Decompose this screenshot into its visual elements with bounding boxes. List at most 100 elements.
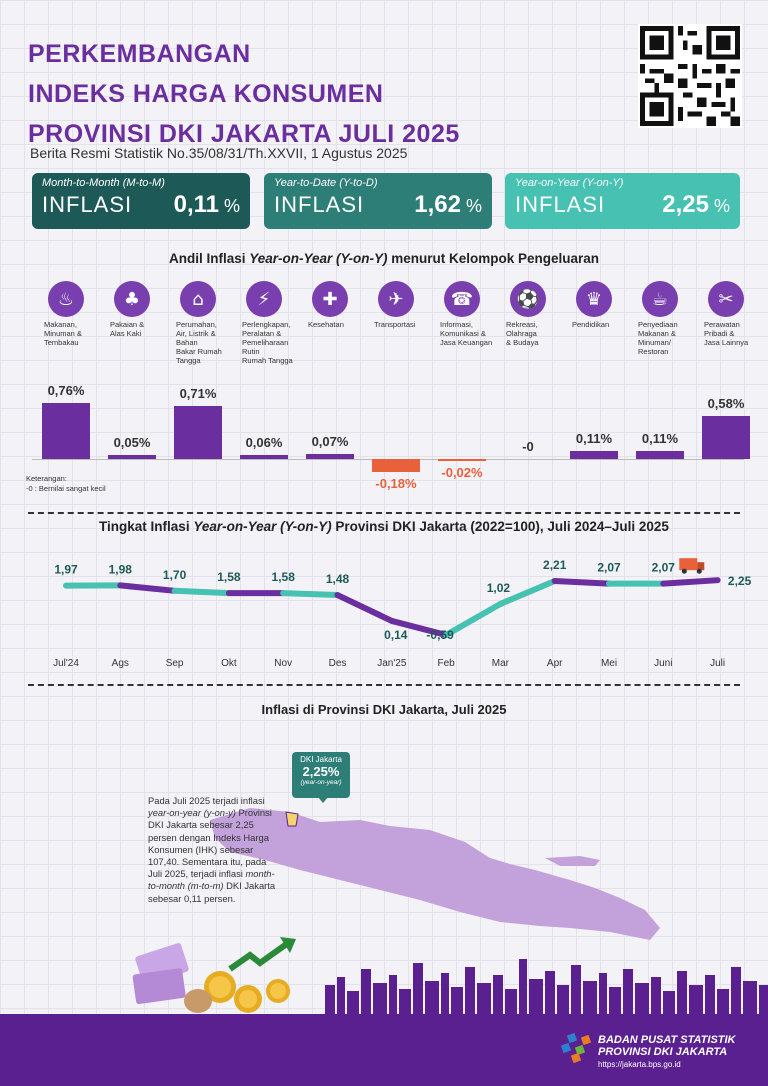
qr-code-icon <box>638 24 742 128</box>
category-label: Pendidikan <box>572 320 610 329</box>
bar-value-label: 0,06% <box>245 434 283 450</box>
line-segment <box>117 582 178 594</box>
graduation-cap-icon: ♛ <box>576 281 612 317</box>
dress-icon: ♣ <box>114 281 150 317</box>
line-value-label: 0,14 <box>384 628 408 642</box>
line-value-label: 1,70 <box>163 568 187 582</box>
bar <box>240 454 288 459</box>
line-value-label: 2,25 <box>728 574 752 588</box>
phone-icon: ☎ <box>444 281 480 317</box>
line-month-label: Nov <box>274 658 292 669</box>
page-title: PERKEMBANGAN INDEKS HARGA KONSUMEN PROVI… <box>28 34 588 154</box>
jakarta-callout: DKI Jakarta 2,25% (year-on-year) <box>292 752 350 798</box>
agency-line-1: BADAN PUSAT STATISTIK <box>598 1034 736 1046</box>
release-subtitle: Berita Resmi Statistik No.35/08/31/Th.XX… <box>30 145 408 161</box>
bar <box>306 453 354 459</box>
category-label: Pakaian & Alas Kaki <box>110 320 145 338</box>
callout-note: (year-on-year) <box>300 779 342 786</box>
andil-section-title: Andil Inflasi Year-on-Year (Y-on-Y) menu… <box>0 251 768 266</box>
category-label: Makanan, Minuman & Tembakau <box>44 320 82 347</box>
scissors-tools-icon: ✂ <box>708 281 744 317</box>
inflation-card-yoy: Year-on-Year (Y-on-Y) INFLASI 2,25 % <box>505 173 740 229</box>
bar-value-label: 0,58% <box>707 396 745 412</box>
bar-value-label: -0,18% <box>375 476 417 492</box>
bar-value-label: 0,71% <box>179 386 217 402</box>
legend-title: Keterangan: <box>26 474 67 483</box>
line-value-label: 1,58 <box>272 570 296 584</box>
category-label: Perumahan, Air, Listrik & Bahan Bakar Rumah… <box>176 320 222 365</box>
line-segment <box>334 592 395 624</box>
line-value-label: 1,98 <box>109 562 133 576</box>
restaurant-icon: ☕ <box>642 281 678 317</box>
line-title-italic: Year-on-Year (Y-on-Y) <box>193 519 332 534</box>
bar <box>438 459 486 461</box>
category-label: Transportasi <box>374 320 416 329</box>
food-icon: ♨ <box>48 281 84 317</box>
line-segment <box>497 577 558 607</box>
line-value-label: 2,21 <box>543 558 567 572</box>
category-label: Penyediaan Makanan & Minuman/Restoran <box>638 320 678 356</box>
bar <box>570 450 618 459</box>
category-label: Perawatan Pribadi & Jasa Lainnya <box>704 320 749 347</box>
sport-icon: ⚽ <box>510 281 546 317</box>
bar-value-label: -0,02% <box>441 465 483 480</box>
java-island-shape <box>210 808 660 940</box>
summary-paragraph: Pada Juli 2025 terjadi inflasi year-on-y… <box>148 795 278 905</box>
line-month-label: Jan'25 <box>377 658 407 669</box>
para-text-1: Pada Juli 2025 terjadi inflasi <box>148 795 265 806</box>
agency-name: BADAN PUSAT STATISTIK PROVINSI DKI JAKAR… <box>598 1034 736 1058</box>
line-segment <box>280 590 341 599</box>
bar-value-label: 0,11% <box>641 430 679 446</box>
bar <box>636 450 684 459</box>
money-illustration-icon <box>132 937 296 1013</box>
callout-pointer <box>318 797 328 803</box>
card-ytd-label: Year-to-Date (Y-to-D) <box>274 177 378 189</box>
bar <box>42 402 90 459</box>
agency-url-link[interactable]: https://jakarta.bps.go.id <box>598 1060 681 1069</box>
line-month-label: Juli <box>710 658 725 669</box>
bps-logo-icon <box>560 1032 592 1064</box>
inflation-card-mtm: Month-to-Month (M-to-M) INFLASI 0,11 % <box>32 173 250 229</box>
line-segment <box>660 577 721 587</box>
madura-island-shape <box>545 856 600 866</box>
line-month-label: Sep <box>166 658 184 669</box>
city-skyline-icon <box>325 959 768 1017</box>
andil-title-italic: Year-on-Year (Y-on-Y) <box>249 251 388 266</box>
card-ytd-value: 1,62 <box>414 191 461 218</box>
line-segment <box>551 577 612 587</box>
category-label: Kesehatan <box>308 320 344 329</box>
card-ytd-unit: % <box>465 196 482 216</box>
delivery-truck-icon <box>679 558 705 574</box>
card-yoy-label: Year-on-Year (Y-on-Y) <box>515 177 624 189</box>
bar-value-label: 0,07% <box>311 433 349 449</box>
yoy-line-chart: 1,97 Jul'24 1,98 Ags 1,70 Sep 1,58 Okt 1,58 Nov 1,… <box>53 558 752 669</box>
line-section-title: Tingkat Inflasi Year-on-Year (Y-on-Y) Pr… <box>0 519 768 534</box>
agency-line-2: PROVINSI DKI JAKARTA <box>598 1046 728 1058</box>
line-month-label: Mei <box>601 658 617 669</box>
divider-1 <box>28 512 740 514</box>
line-value-label: 1,02 <box>487 581 511 595</box>
card-yoy-unit: % <box>713 196 730 216</box>
line-title-post: Provinsi DKI Jakarta (2022=100), Juli 20… <box>331 519 669 534</box>
card-mtm-unit: % <box>223 196 240 216</box>
line-month-label: Des <box>329 658 347 669</box>
line-month-label: Feb <box>437 658 455 669</box>
card-mtm-value: 0,11 <box>173 191 219 218</box>
andil-title-post: menurut Kelompok Pengeluaran <box>387 251 600 266</box>
footer-bar <box>0 1014 768 1086</box>
legend-text: -0 : Bernilai sangat kecil <box>26 484 106 493</box>
card-mtm-word: INFLASI <box>42 192 133 217</box>
title-line-1: PERKEMBANGAN <box>28 40 251 68</box>
category-label: Perlengkapan, Peralatan & Pemeliharaan Ruti… <box>242 320 293 365</box>
line-month-label: Mar <box>492 658 510 669</box>
para-text-2: year-on-year (y-on-y) <box>148 807 236 819</box>
para-text-4: month-to-month (m-to-m) <box>148 868 275 892</box>
line-title-pre: Tingkat Inflasi <box>99 519 194 534</box>
line-segment <box>388 617 450 638</box>
line-value-label: 1,48 <box>326 572 350 586</box>
bar <box>108 455 156 459</box>
bar <box>702 416 750 459</box>
para-text-5: DKI Jakarta sebesar 0,11 persen. <box>148 880 276 904</box>
card-yoy-value: 2,25 <box>662 191 709 218</box>
line-value-label: -0,59 <box>426 628 454 642</box>
